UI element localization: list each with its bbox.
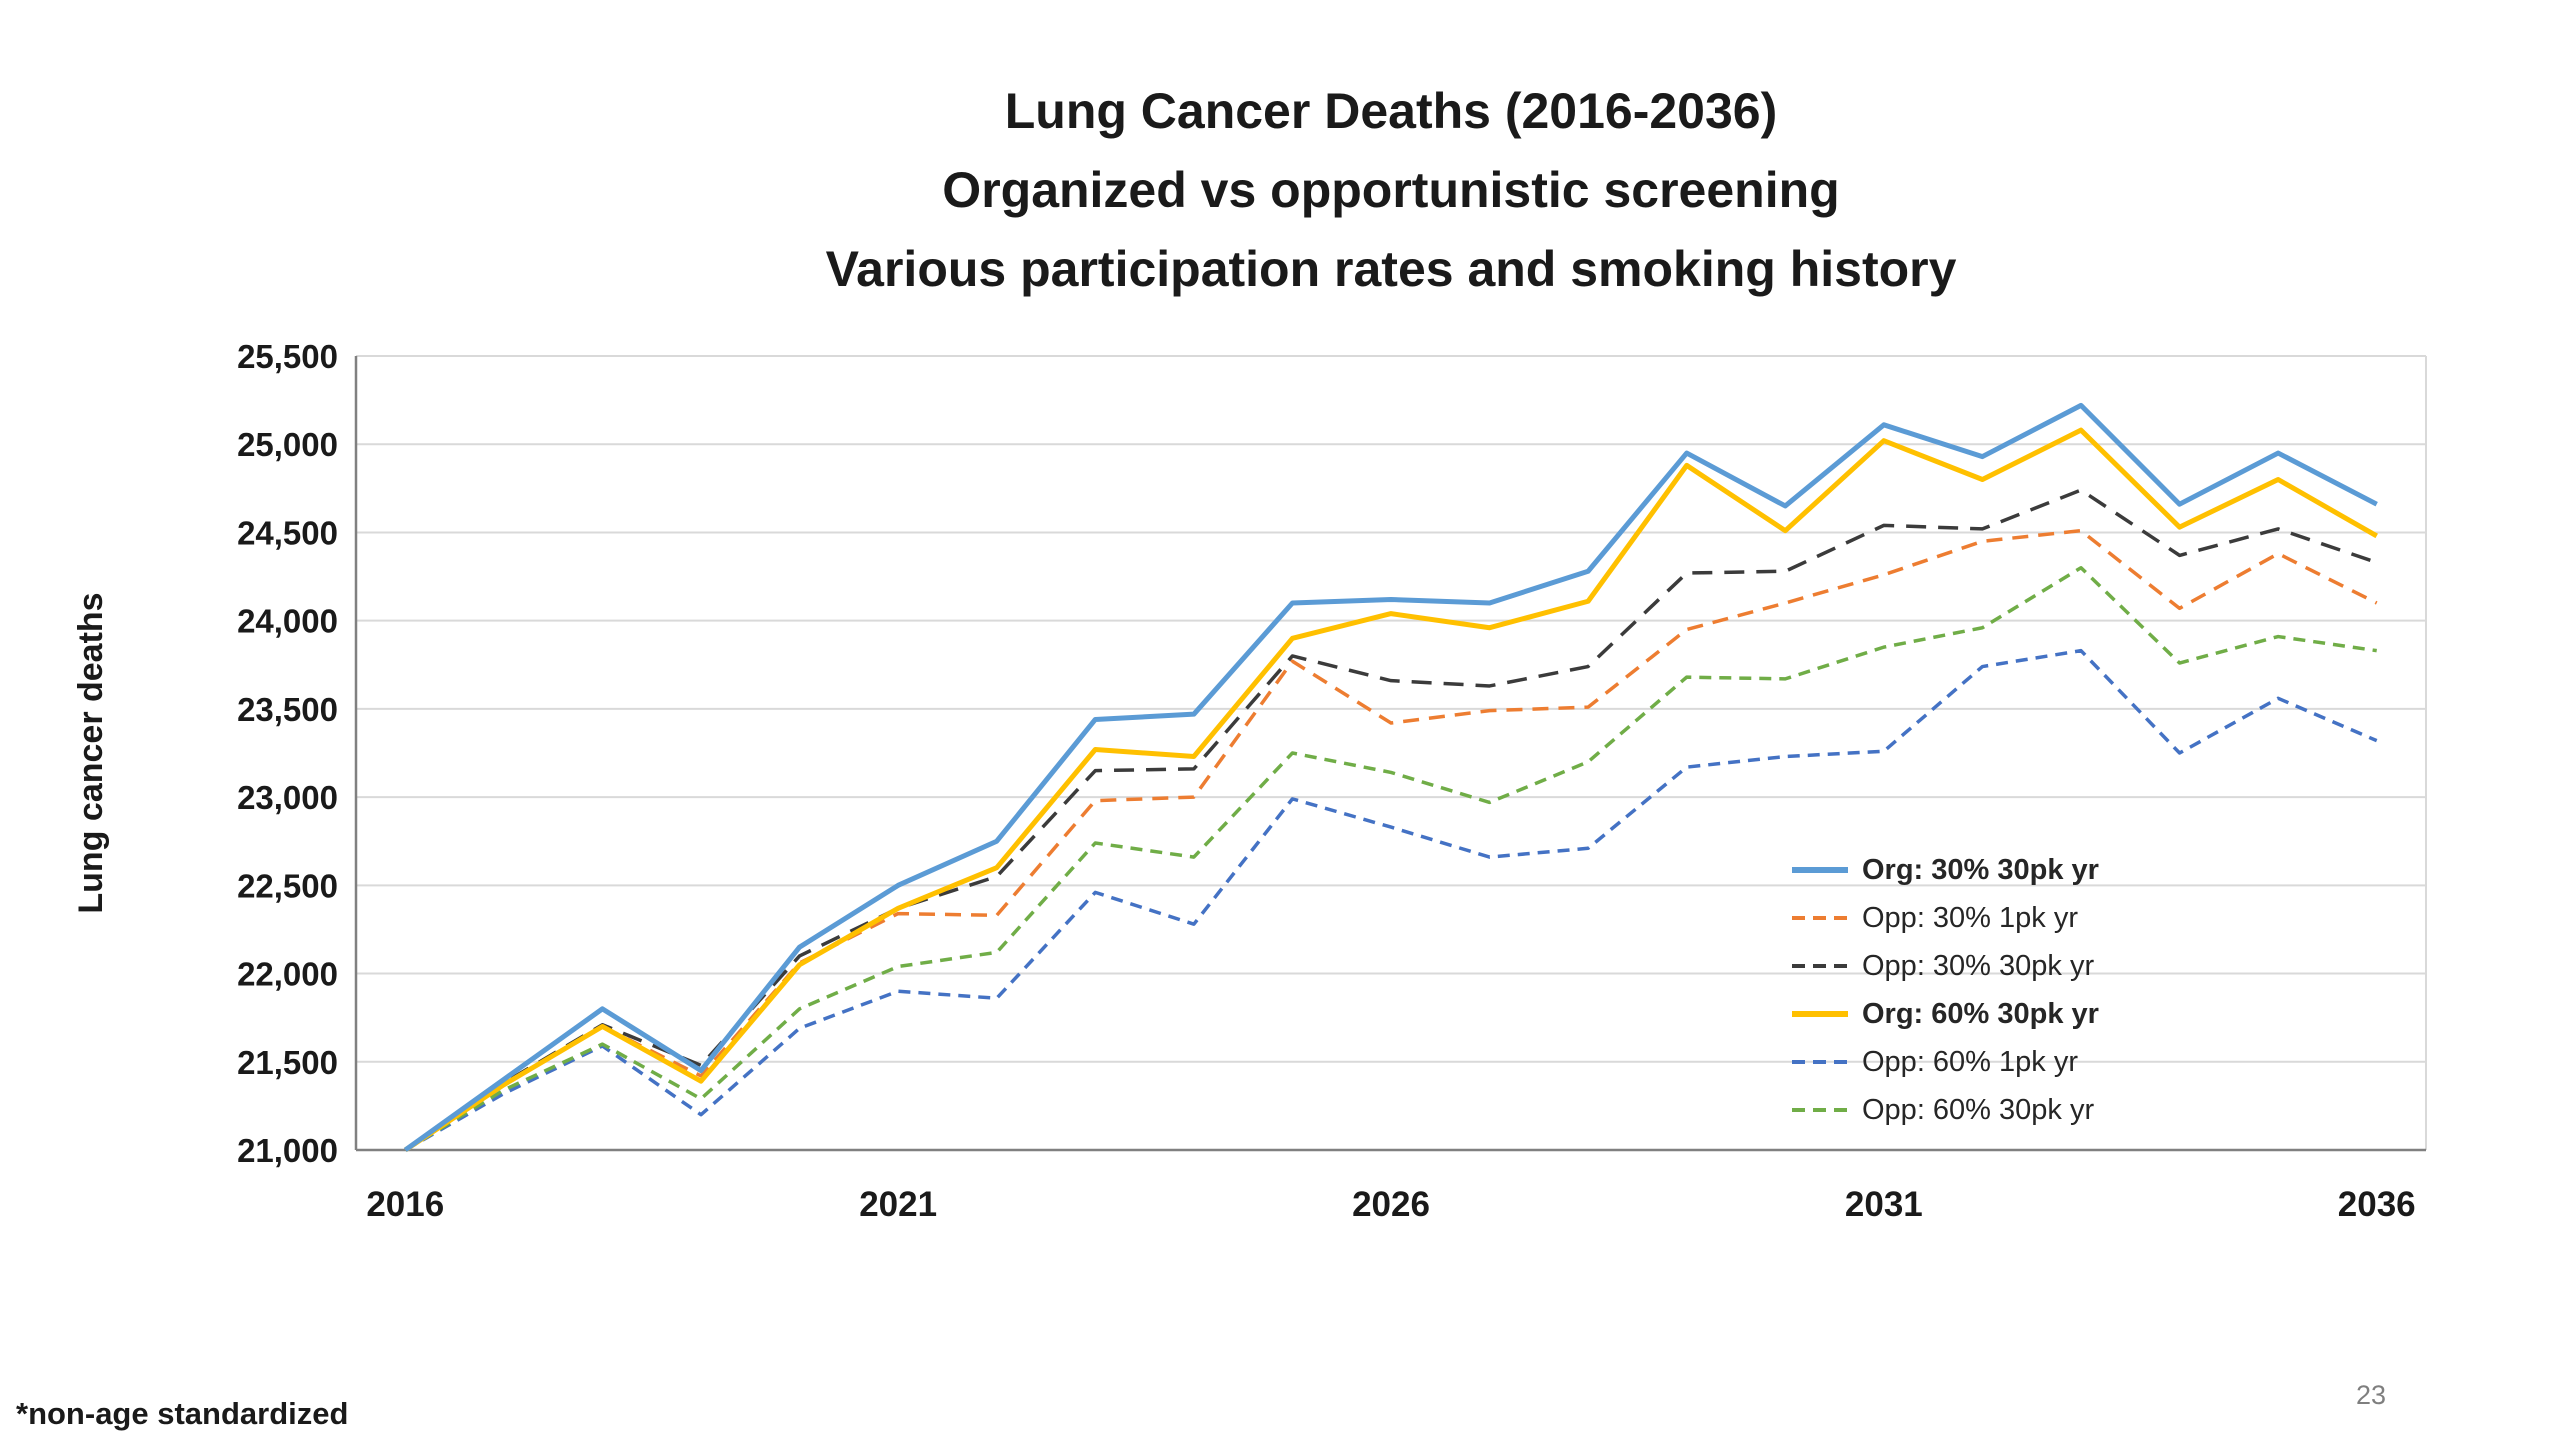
legend-line-sample	[1792, 916, 1848, 920]
chart-legend: Org: 30% 30pk yr Opp: 30% 1pk yr Opp: 30% …	[1790, 846, 2099, 1134]
legend-item-opp-30-30pk-yr: Opp: 30% 30pk yr	[1790, 942, 2099, 990]
series-line-org-60-30pk-yr	[403, 427, 2378, 1153]
y-tick-label: 24,500	[237, 514, 338, 551]
x-tick-label: 2016	[366, 1185, 444, 1224]
y-tick-label: 23,500	[237, 691, 338, 728]
y-tick-label: 23,000	[237, 779, 338, 816]
legend-label: Opp: 30% 30pk yr	[1862, 949, 2095, 982]
y-tick-label: 21,500	[237, 1044, 338, 1081]
legend-item-opp-30-1pk-yr: Opp: 30% 1pk yr	[1790, 894, 2099, 942]
chart-title-line2: Organized vs opportunistic screening	[942, 162, 1840, 218]
x-tick-label: 2021	[859, 1185, 937, 1224]
x-tick-label: 2026	[1352, 1185, 1430, 1224]
y-axis-title: Lung cancer deaths	[72, 592, 110, 914]
legend-label: Opp: 60% 30pk yr	[1862, 1093, 2095, 1126]
legend-line-sample	[1792, 1011, 1848, 1017]
y-tick-label: 22,500	[237, 867, 338, 904]
legend-line-sample	[1792, 1108, 1848, 1112]
series-line-opp-60-30pk-yr	[404, 565, 2377, 1152]
page-number: 23	[2356, 1380, 2387, 1410]
footnote: *non-age standardized	[16, 1396, 349, 1431]
y-tick-label: 22,000	[237, 956, 338, 993]
x-tick-label: 2031	[1845, 1185, 1923, 1224]
y-tick-label: 25,500	[237, 338, 338, 375]
legend-line-sample	[1792, 867, 1848, 873]
legend-line-sample	[1792, 1060, 1848, 1064]
y-tick-label: 21,000	[237, 1132, 338, 1169]
legend-item-org-60-30pk-yr: Org: 60% 30pk yr	[1790, 990, 2099, 1038]
legend-label: Org: 60% 30pk yr	[1862, 997, 2099, 1030]
chart-title: Lung Cancer Deaths (2016-2036) Organized…	[356, 72, 2426, 309]
legend-line-sample	[1792, 964, 1848, 968]
series-line-opp-60-1pk-yr	[404, 648, 2378, 1152]
legend-item-opp-60-30pk-yr: Opp: 60% 30pk yr	[1790, 1086, 2099, 1134]
chart-title-line1: Lung Cancer Deaths (2016-2036)	[1004, 83, 1778, 139]
chart-title-line3: Various participation rates and smoking …	[825, 241, 1957, 297]
series-line-opp-30-1pk-yr	[404, 528, 2378, 1152]
x-tick-label: 2036	[2338, 1185, 2416, 1224]
y-tick-label: 24,000	[237, 603, 338, 640]
legend-item-opp-60-1pk-yr: Opp: 60% 1pk yr	[1790, 1038, 2099, 1086]
legend-label: Org: 30% 30pk yr	[1862, 853, 2099, 886]
legend-item-org-30-30pk-yr: Org: 30% 30pk yr	[1790, 846, 2099, 894]
series-line-org-30-30pk-yr	[403, 402, 2378, 1153]
y-tick-label: 25,000	[237, 426, 338, 463]
legend-label: Opp: 30% 1pk yr	[1862, 901, 2078, 934]
legend-label: Opp: 60% 1pk yr	[1862, 1045, 2078, 1078]
